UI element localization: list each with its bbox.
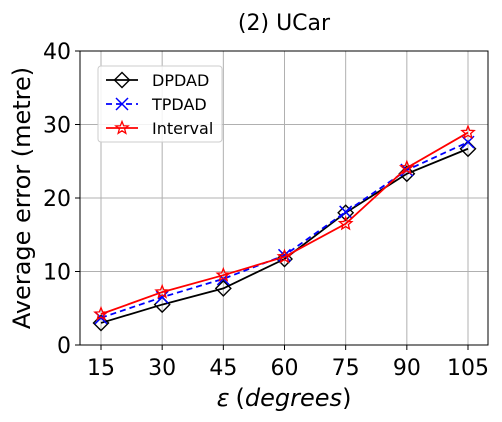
x-tick-label: 30 <box>148 356 176 381</box>
legend: DPDAD TPDAD Interval <box>98 66 222 142</box>
legend-label: DPDAD <box>152 71 209 90</box>
y-tick-label: 40 <box>43 40 71 65</box>
y-tick-label: 30 <box>43 114 71 139</box>
x-tick-label: 45 <box>209 356 237 381</box>
x-tick-label: 15 <box>87 356 115 381</box>
y-tick-label: 20 <box>43 187 71 212</box>
x-axis-label: ε (degrees) <box>217 384 352 412</box>
x-axis-label-symbol: ε <box>217 384 230 412</box>
x-tick-label: 75 <box>332 356 360 381</box>
x-axis-ticks: 15 30 45 60 75 90 105 <box>87 345 489 381</box>
legend-label: TPDAD <box>151 95 207 114</box>
x-tick-label: 90 <box>393 356 421 381</box>
legend-entry: DPDAD <box>106 71 209 90</box>
x-tick-label: 105 <box>447 356 489 381</box>
y-axis-label: Average error (metre) <box>8 67 36 329</box>
chart-title: (2) UCar <box>238 11 331 36</box>
y-tick-label: 10 <box>43 261 71 286</box>
x-tick-label: 60 <box>271 356 299 381</box>
y-tick-label: 0 <box>57 334 71 359</box>
legend-label: Interval <box>152 119 213 138</box>
y-axis-ticks: 0 10 20 30 40 <box>43 40 80 359</box>
x-axis-label-text: degrees <box>245 384 342 412</box>
